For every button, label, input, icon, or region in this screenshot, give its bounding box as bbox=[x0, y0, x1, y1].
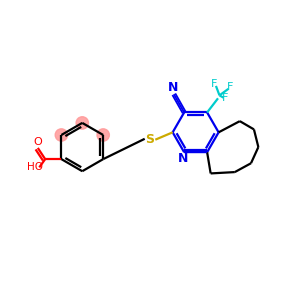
Text: N: N bbox=[178, 152, 188, 165]
Text: HO: HO bbox=[27, 162, 43, 172]
Circle shape bbox=[55, 129, 68, 141]
Text: O: O bbox=[33, 137, 42, 147]
Text: F: F bbox=[222, 93, 228, 103]
Text: F: F bbox=[211, 79, 218, 89]
Circle shape bbox=[76, 117, 88, 129]
Circle shape bbox=[97, 129, 110, 141]
Text: N: N bbox=[168, 81, 179, 94]
Text: S: S bbox=[146, 133, 154, 146]
Text: F: F bbox=[227, 82, 233, 92]
